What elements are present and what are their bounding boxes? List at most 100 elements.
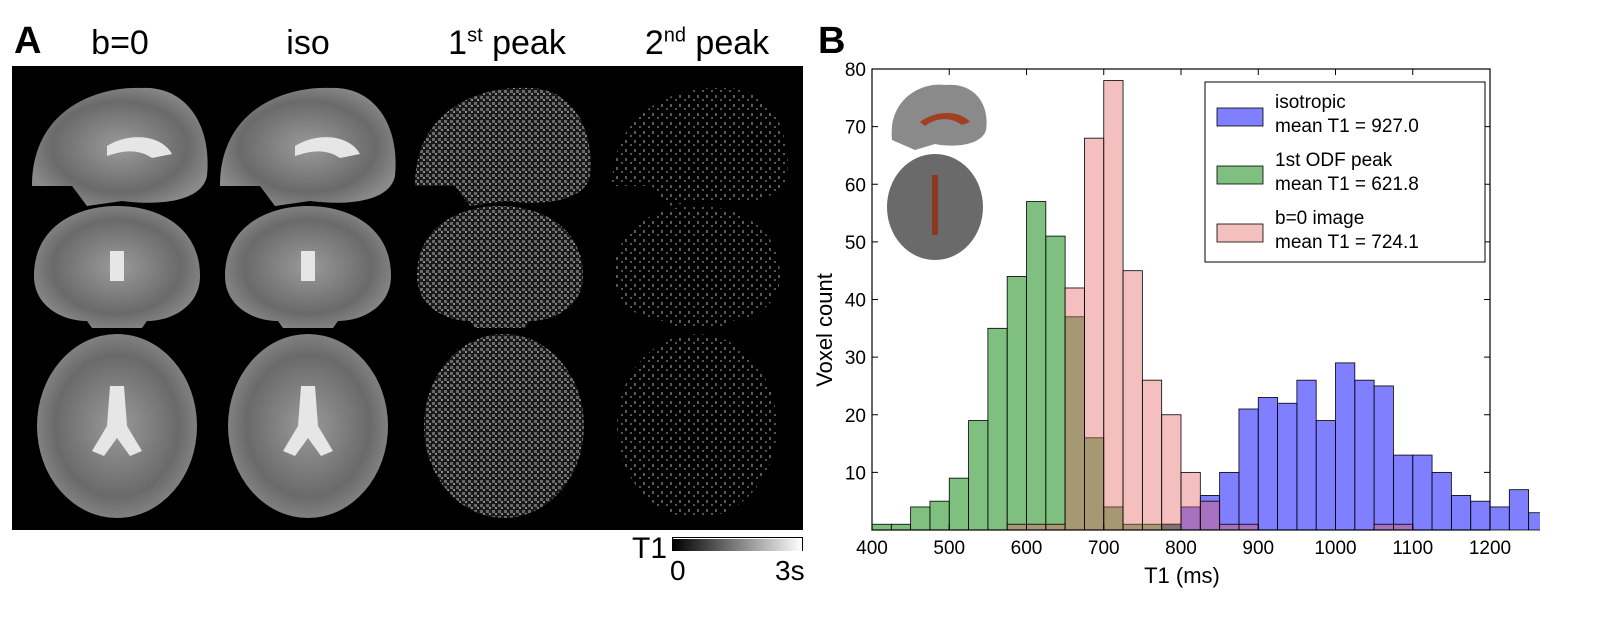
bar-1st-odf-peak-450 [910,506,931,531]
column-title-second-peak: 2nd peak [644,24,770,62]
row-coronal [34,206,780,328]
y-tick-label: 30 [845,348,866,369]
bar-b-0-image-750 [1141,379,1163,531]
brain-slice-grid [12,66,803,530]
x-tick-label: 1200 [1469,538,1511,559]
bar-1st-odf-peak-475 [929,500,950,531]
x-tick-label: 800 [1165,538,1197,559]
bar-b-0-image-700 [1103,80,1124,531]
roi-corpus-callosum-highlight [920,113,970,126]
bar-1st-odf-peak-550 [987,327,1008,531]
b0-sagittal-ventricle [107,137,172,158]
bar-1st-odf-peak-625 [1045,235,1066,531]
histogram-chart: 400 500 600 700 800 900 1000 1100 1200 10 20 30 40 50… [810,30,1568,620]
x-tick-label: 500 [933,538,965,559]
bar-b-0-image-675 [1084,137,1105,531]
bar-isotropic-950 [1296,379,1317,531]
bar-1st-odf-peak-600 [1026,201,1047,531]
legend-series-mean: mean T1 = 724.1 [1275,232,1419,253]
bar-b-0-image-775 [1161,414,1182,531]
bar-isotropic-850 [1219,471,1240,531]
bar-b-0-image-1050 [1373,523,1394,531]
y-tick-label: 50 [845,233,866,254]
panel-b-letter: B [818,20,846,62]
peak1-axial-slice [424,334,584,518]
bar-1st-odf-peak-500 [948,477,969,531]
histogram-legend: isotropic mean T1 = 927.0 1st ODF peak mean… [1204,81,1486,263]
x-tick-label: 1100 [1392,538,1433,559]
bar-b-0-image-575 [1006,523,1027,531]
roi-axial-highlight [932,175,938,235]
legend-swatch [1216,165,1264,185]
legend-swatch [1216,223,1264,243]
b0-axial-ventricle [92,386,142,456]
roi-thumbnails [887,84,987,260]
bar-isotropic-1125 [1431,471,1452,531]
bar-isotropic-1250 [1528,512,1549,531]
peak1-sagittal-slice [415,87,591,206]
bar-b-0-image-650 [1064,287,1085,531]
bar-b-0-image-825 [1199,500,1221,531]
brain-slices-svg [32,87,788,518]
legend-series-name: 1st ODF peak [1275,150,1393,171]
x-axis-label: T1 (ms) [1144,563,1220,588]
bar-isotropic-900 [1257,397,1278,531]
bar-b-0-image-725 [1122,270,1143,531]
x-tick-label: 900 [1242,538,1274,559]
bar-isotropic-1175 [1470,500,1491,531]
y-tick-label: 80 [845,60,866,81]
bar-isotropic-1200 [1489,506,1510,531]
bar-b-0-image-1075 [1393,523,1414,531]
legend-series-name: b=0 image [1275,208,1364,229]
legend-series-mean: mean T1 = 927.0 [1275,116,1419,137]
peak2-sagittal-slice [612,87,788,206]
column-title-first-peak: 1st peak [448,24,566,62]
panel-a-letter: A [14,20,42,62]
row-sagittal [32,87,788,206]
peak2-axial-slice [617,334,777,518]
colorbar-gradient [673,539,802,551]
bar-isotropic-875 [1238,408,1259,531]
bar-isotropic-925 [1277,402,1298,531]
bar-b-0-image-875 [1238,523,1259,531]
x-tick-label: 1000 [1314,538,1356,559]
colorbar-label: T1 [632,532,668,565]
column-title-iso: iso [286,24,330,62]
iso-axial-ventricle [283,386,333,456]
x-tick-label: 700 [1088,538,1120,559]
y-tick-label: 20 [845,406,866,427]
iso-coronal-ventricle [301,251,315,281]
b0-coronal-ventricle [110,251,124,281]
bar-isotropic-1000 [1335,362,1356,531]
t1-colorbar [672,537,803,551]
bar-isotropic-1075 [1393,454,1414,531]
bar-b-0-image-625 [1045,523,1066,531]
bar-b-0-image-800 [1180,471,1201,531]
y-tick-label: 70 [845,118,866,139]
bar-1st-odf-peak-575 [1006,276,1027,531]
bar-1st-odf-peak-425 [890,523,912,531]
bar-b-0-image-850 [1219,523,1240,531]
bar-isotropic-1100 [1412,454,1433,531]
x-tick-label: 600 [1011,538,1043,559]
bar-1st-odf-peak-525 [968,420,989,531]
y-tick-label: 10 [845,463,866,484]
bar-isotropic-1150 [1450,495,1472,531]
legend-series-name: isotropic [1275,92,1346,113]
bar-isotropic-975 [1315,420,1336,531]
y-tick-label: 40 [845,291,866,312]
y-axis-label: Voxel count [812,273,837,387]
bar-b-0-image-600 [1026,523,1047,531]
iso-sagittal-ventricle [295,137,360,158]
histogram-bars [871,80,1568,531]
legend-swatch [1216,107,1264,127]
row-axial [37,334,777,518]
peak1-coronal-slice [417,206,583,328]
legend-series-mean: mean T1 = 621.8 [1275,174,1419,195]
colorbar-min-label: 0 [670,555,686,586]
histogram-svg: 400 500 600 700 800 900 1000 1100 1200 10 20 30 40 50… [812,60,1568,588]
y-tick-label: 60 [845,175,866,196]
bar-isotropic-1025 [1354,379,1375,531]
colorbar-max-label: 3s [775,555,805,586]
bar-1st-odf-peak-400 [871,523,892,531]
